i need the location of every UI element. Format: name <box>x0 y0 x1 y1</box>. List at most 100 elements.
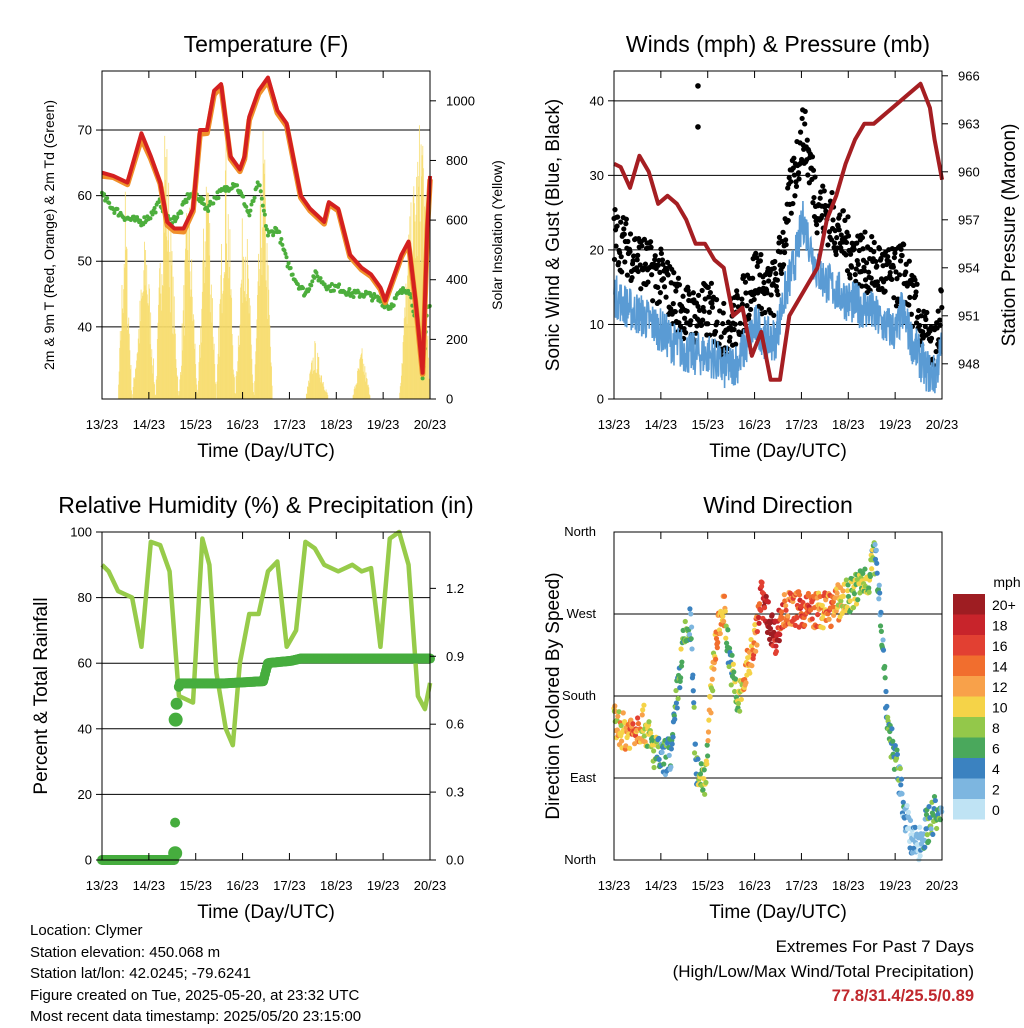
dewpoint-point <box>261 208 266 213</box>
direction-point <box>866 589 872 595</box>
dewpoint-point <box>318 276 323 281</box>
gust-point <box>802 121 808 127</box>
direction-point <box>703 779 709 786</box>
gust-point <box>635 252 641 258</box>
direction-point <box>898 782 904 788</box>
gust-point <box>659 257 666 263</box>
gust-point <box>836 227 842 233</box>
gust-point <box>790 200 796 207</box>
x-tick-label: 14/23 <box>133 878 166 893</box>
gust-point <box>637 262 643 268</box>
direction-point <box>918 841 925 847</box>
dewpoint-point <box>309 283 314 288</box>
precip-point <box>170 817 181 828</box>
gust-point <box>690 290 696 296</box>
gust-point <box>810 200 816 206</box>
gust-point <box>876 246 883 252</box>
gust-point <box>714 319 720 325</box>
x-tick-label: 18/23 <box>832 878 865 893</box>
gust-point <box>705 284 711 290</box>
x-tick-label: 16/23 <box>738 878 771 893</box>
direction-point <box>701 767 707 773</box>
gust-point <box>853 266 859 272</box>
x-tick-label: 19/23 <box>879 878 912 893</box>
direction-point <box>692 741 698 747</box>
gust-point <box>916 307 922 314</box>
x-tick-label: 20/23 <box>926 878 959 893</box>
gust-point <box>682 315 688 321</box>
direction-point <box>878 609 884 615</box>
dewpoint-point <box>272 230 277 235</box>
gust-point <box>778 270 785 277</box>
dewpoint-point <box>277 229 282 234</box>
extremes-box: Extremes For Past 7 Days (High/Low/Max W… <box>673 934 974 1009</box>
legend-label: 4 <box>992 761 1000 777</box>
direction-point <box>735 700 742 707</box>
gust-point <box>739 296 745 302</box>
direction-point <box>701 776 707 782</box>
plot-area <box>611 81 945 394</box>
gust-point <box>842 217 848 223</box>
direction-point <box>878 628 884 634</box>
series-total-precipitation <box>97 653 435 865</box>
y-tick-label: 100 <box>70 525 92 540</box>
direction-point <box>900 799 906 805</box>
gust-point <box>732 321 738 327</box>
series-dewpoint <box>100 180 432 381</box>
legend-swatch <box>953 594 985 615</box>
x-tick-label: 16/23 <box>738 417 771 432</box>
y-axis-label-left: Percent & Total Rainfall <box>31 597 52 794</box>
gust-point <box>874 279 880 285</box>
direction-point <box>934 825 940 832</box>
gust-point <box>874 263 880 269</box>
gust-point <box>914 281 920 287</box>
gust-point <box>832 240 838 246</box>
direction-point <box>880 647 887 653</box>
gust-point <box>747 306 754 313</box>
gust-point <box>886 259 892 265</box>
direction-point <box>722 608 728 614</box>
gust-point <box>742 279 749 285</box>
direction-point <box>711 666 717 672</box>
direction-point <box>767 625 774 632</box>
direction-point <box>689 646 695 652</box>
direction-point <box>635 715 641 721</box>
y-tick-label-right: 0.9 <box>446 649 464 664</box>
gust-point <box>758 252 764 258</box>
gust-point <box>663 294 669 300</box>
dewpoint-point <box>175 215 180 220</box>
gust-point <box>671 270 677 276</box>
gust-point <box>894 276 900 282</box>
gust-point <box>871 249 877 255</box>
gust-point <box>790 165 796 171</box>
dewpoint-point <box>148 216 153 221</box>
series-sonic-wind <box>613 201 943 394</box>
direction-point <box>639 712 645 718</box>
direction-point <box>907 845 913 851</box>
direction-point <box>853 601 860 607</box>
location-text: Location: Clymer <box>30 922 143 939</box>
gust-point <box>783 237 789 243</box>
direction-point <box>674 705 680 711</box>
series-station-pressure <box>613 81 945 382</box>
gust-point <box>811 194 817 201</box>
legend-label: 20+ <box>992 597 1016 613</box>
direction-point <box>688 611 694 617</box>
gust-point <box>676 282 683 288</box>
direction-point <box>713 656 719 662</box>
gust-point <box>652 257 658 263</box>
direction-point <box>925 838 932 844</box>
y-tick-label-right: 960 <box>958 164 980 179</box>
direction-point <box>705 729 712 735</box>
gust-point <box>901 242 907 248</box>
dewpoint-point <box>112 211 117 216</box>
gust-point <box>852 271 858 278</box>
direction-point <box>731 669 737 675</box>
direction-point <box>704 742 710 748</box>
gust-point <box>660 276 667 282</box>
gust-point <box>650 298 656 304</box>
gust-point <box>866 269 872 275</box>
direction-point <box>905 809 911 815</box>
x-tick-label: 20/23 <box>414 878 447 893</box>
gust-point <box>673 288 679 294</box>
